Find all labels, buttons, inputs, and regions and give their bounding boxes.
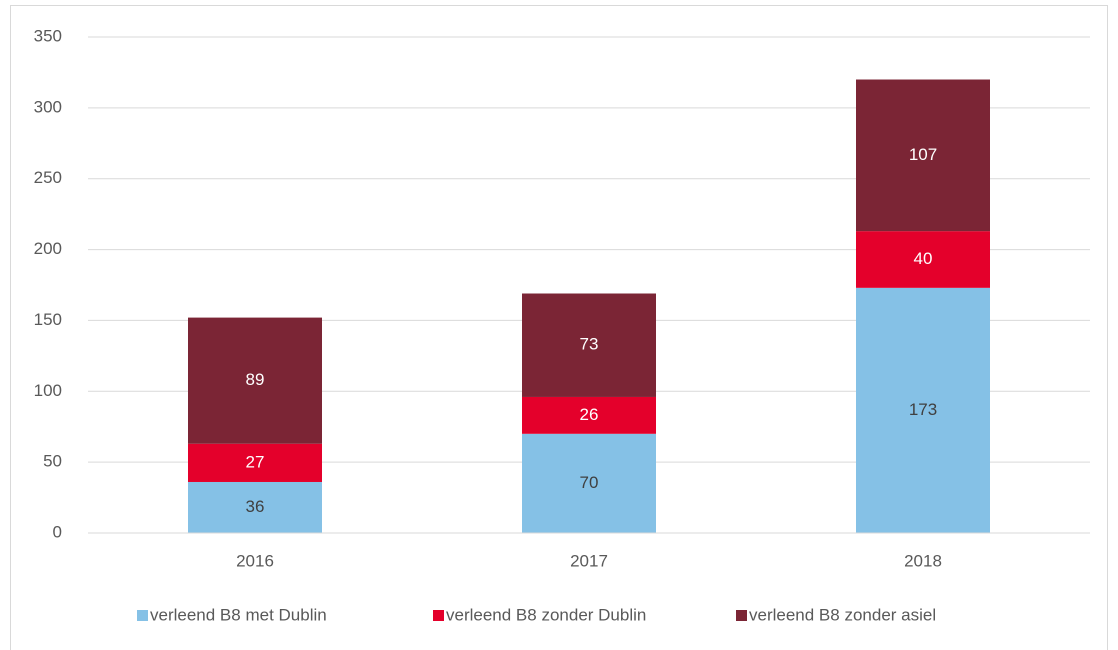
data-label: 107 — [909, 145, 937, 164]
bar-segment — [522, 293, 656, 397]
data-label: 73 — [580, 335, 599, 354]
y-tick-label: 100 — [34, 381, 62, 400]
legend-swatch — [736, 610, 747, 621]
bar-segment — [522, 396, 656, 434]
y-tick-label: 150 — [34, 310, 62, 329]
data-label: 36 — [246, 497, 265, 516]
data-label: 173 — [909, 400, 937, 419]
bar-segment — [188, 317, 322, 444]
y-tick-label: 200 — [34, 239, 62, 258]
legend-label: verleend B8 zonder asiel — [749, 605, 936, 624]
x-tick-label: 2018 — [904, 551, 942, 570]
data-label: 89 — [246, 370, 265, 389]
bar-segment — [856, 231, 990, 288]
y-tick-label: 50 — [43, 452, 62, 471]
bar-segment — [522, 433, 656, 533]
data-label: 70 — [580, 473, 599, 492]
legend-swatch — [137, 610, 148, 621]
bar-segment — [188, 481, 322, 533]
data-label: 27 — [246, 452, 265, 471]
data-label: 26 — [580, 405, 599, 424]
x-tick-label: 2017 — [570, 551, 608, 570]
legend-label: verleend B8 zonder Dublin — [446, 605, 646, 624]
y-tick-label: 0 — [53, 522, 62, 541]
bar-segment — [188, 443, 322, 482]
y-tick-label: 250 — [34, 168, 62, 187]
bar-segment — [856, 287, 990, 533]
y-tick-label: 350 — [34, 26, 62, 45]
legend-swatch — [433, 610, 444, 621]
bar-segment — [856, 79, 990, 232]
data-label: 40 — [914, 249, 933, 268]
y-tick-label: 300 — [34, 97, 62, 116]
chart-border — [10, 5, 1108, 650]
legend-label: verleend B8 met Dublin — [150, 605, 327, 624]
x-tick-label: 2016 — [236, 551, 274, 570]
